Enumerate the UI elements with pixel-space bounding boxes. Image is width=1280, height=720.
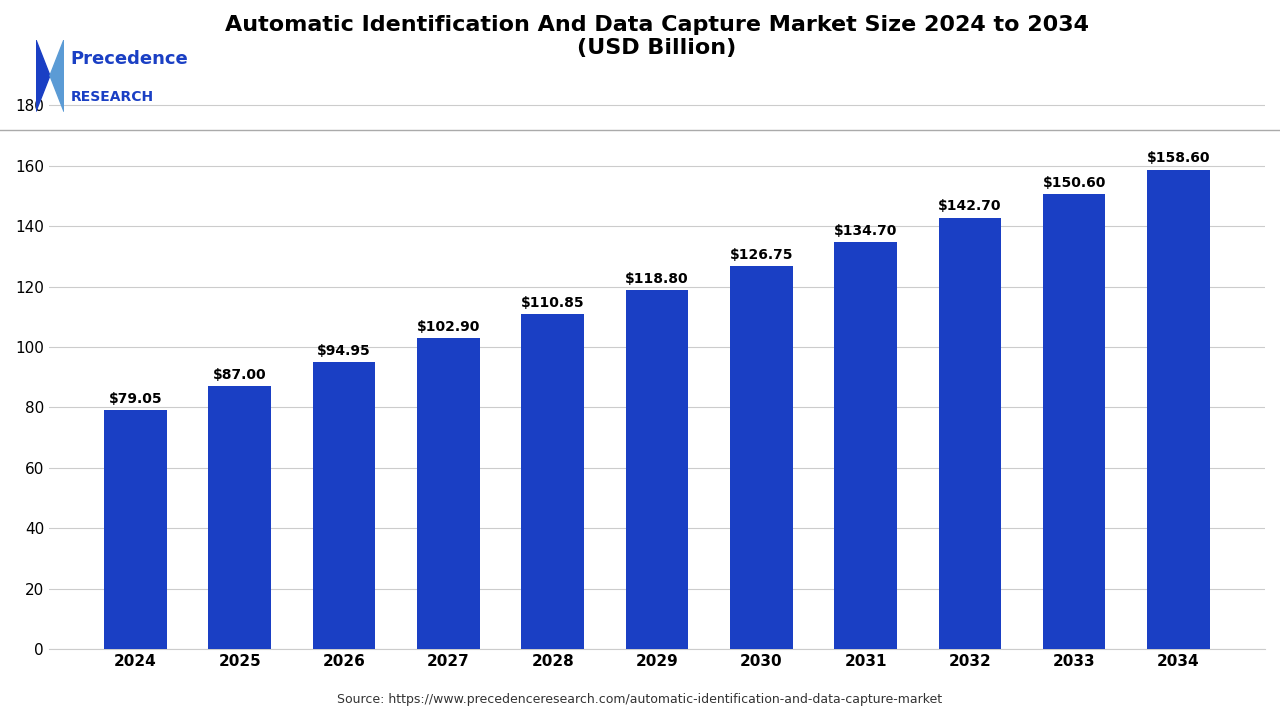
- Text: $110.85: $110.85: [521, 296, 585, 310]
- Bar: [417, 338, 480, 649]
- Bar: [626, 290, 689, 649]
- Text: Precedence: Precedence: [70, 50, 188, 68]
- Text: $126.75: $126.75: [730, 248, 794, 261]
- Bar: [938, 218, 1001, 649]
- Polygon shape: [36, 40, 50, 112]
- Text: $102.90: $102.90: [417, 320, 480, 333]
- Title: Automatic Identification And Data Capture Market Size 2024 to 2034
(USD Billion): Automatic Identification And Data Captur…: [225, 15, 1089, 58]
- Text: $150.60: $150.60: [1042, 176, 1106, 189]
- Text: $94.95: $94.95: [317, 343, 371, 358]
- Text: Source: https://www.precedenceresearch.com/automatic-identification-and-data-cap: Source: https://www.precedenceresearch.c…: [338, 693, 942, 706]
- Text: $118.80: $118.80: [625, 271, 689, 286]
- Bar: [521, 314, 584, 649]
- Text: RESEARCH: RESEARCH: [70, 90, 154, 104]
- Bar: [835, 242, 897, 649]
- Bar: [1147, 170, 1210, 649]
- Bar: [730, 266, 792, 649]
- Bar: [209, 386, 271, 649]
- Text: $79.05: $79.05: [109, 392, 163, 406]
- Text: $142.70: $142.70: [938, 199, 1001, 213]
- Text: $134.70: $134.70: [833, 224, 897, 238]
- Bar: [1043, 194, 1106, 649]
- Text: $87.00: $87.00: [212, 368, 266, 382]
- Polygon shape: [50, 40, 64, 112]
- Text: $158.60: $158.60: [1147, 151, 1210, 166]
- Bar: [104, 410, 166, 649]
- Bar: [312, 362, 375, 649]
